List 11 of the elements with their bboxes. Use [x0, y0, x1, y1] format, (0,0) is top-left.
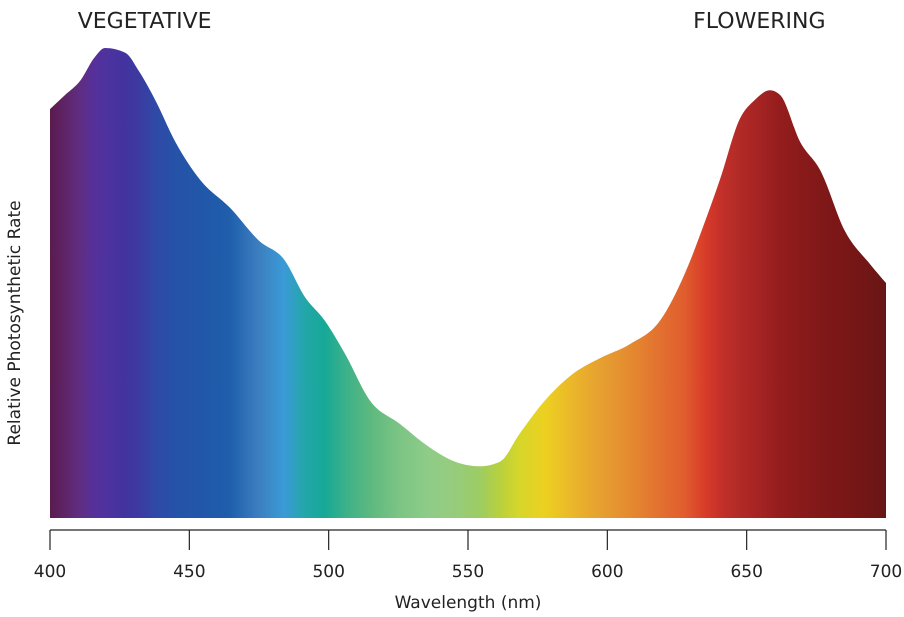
y-axis-title: Relative Photosynthetic Rate [5, 200, 25, 446]
x-axis-title: Wavelength (nm) [394, 593, 542, 613]
x-tick-label: 550 [452, 562, 484, 582]
x-tick-label: 500 [312, 562, 345, 582]
text: VEGETATIVE [78, 9, 212, 34]
x-tick-label: 450 [173, 562, 206, 582]
x-tick-label: 650 [730, 562, 763, 582]
text: FLOWERING [693, 9, 826, 34]
x-tick-label: 600 [591, 562, 624, 582]
x-tick-label: 400 [34, 562, 66, 582]
x-tick-label: 700 [870, 562, 902, 582]
